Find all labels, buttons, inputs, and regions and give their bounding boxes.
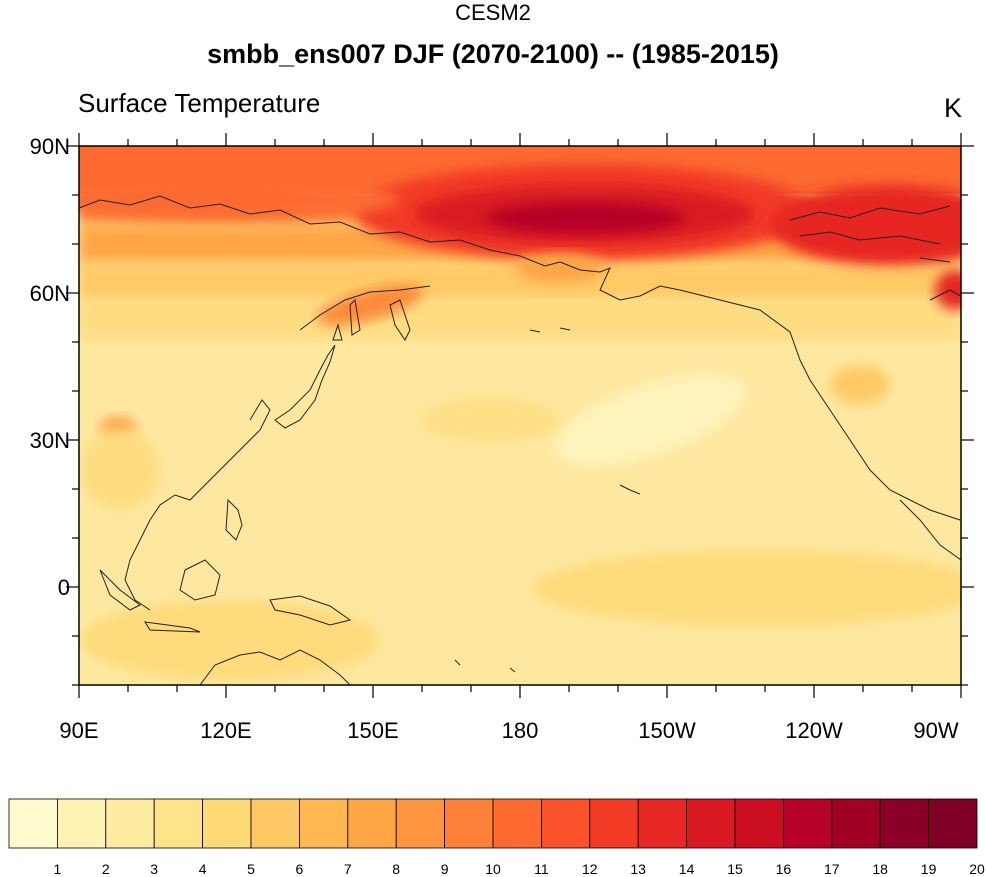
colorbar-box [541,798,591,849]
colorbar-label: 12 [582,861,598,877]
colorbar-box [831,798,881,849]
colorbar-label: 9 [440,861,449,877]
colorbar-label: 15 [727,861,743,877]
colorbar-box [444,798,494,849]
colorbar-box [8,798,58,849]
colorbar-box [105,798,155,849]
units-label: K [943,93,962,123]
main-title: smbb_ens007 DJF (2070-2100) -- (1985-201… [207,39,779,69]
lon-label-150w: 150W [638,718,696,743]
colorbar-label: 10 [485,861,501,877]
colorbar-label: 11 [534,861,549,877]
coastlines [79,195,961,685]
colorbar-box [492,798,542,849]
lon-label-120w: 120W [785,718,843,743]
colorbar-label: 4 [198,861,207,877]
colorbar-label: 7 [343,861,352,877]
lon-label-150e: 150E [347,718,399,743]
colorbar-box [395,798,446,849]
lat-label-90n: 90N [29,134,70,159]
temperature-field [79,146,961,685]
colorbar-box [202,798,252,849]
colorbar-label: 20 [969,861,985,877]
colorbar [8,798,978,849]
colorbar-label: 19 [920,861,937,877]
colorbar-box [928,798,978,849]
colorbar-box [347,798,397,849]
colorbar-box [153,798,203,849]
lat-label-0: 0 [57,575,70,600]
colorbar-box [298,798,349,849]
colorbar-label: 1 [53,861,62,877]
lon-label-120e: 120E [200,718,252,743]
colorbar-label: 3 [150,861,159,877]
colorbar-box [686,798,736,849]
lon-label-90w: 90W [913,718,959,743]
colorbar-box [879,798,930,849]
colorbar-box [637,798,688,849]
colorbar-box [57,798,107,849]
lat-label-30n: 30N [29,428,70,453]
colorbar-box [783,798,833,849]
lon-label-90e: 90E [59,718,99,743]
colorbar-label: 13 [630,861,646,877]
colorbar-label: 18 [872,861,888,877]
super-title: CESM2 [455,0,531,25]
colorbar-box [589,798,639,849]
colorbar-label: 8 [392,861,401,877]
colorbar-label: 17 [824,861,840,877]
colorbar-label: 5 [247,861,255,877]
lon-label-180: 180 [501,718,539,743]
colorbar-label: 14 [678,861,695,877]
colorbar-box [250,798,300,849]
lat-label-60n: 60N [29,281,70,306]
lon-ticks [78,133,962,698]
lat-ticks [66,145,974,686]
colorbar-box [734,798,784,849]
colorbar-label: 16 [775,861,792,877]
colorbar-label: 6 [295,861,304,877]
colorbar-label: 2 [101,861,110,877]
variable-title: Surface Temperature [78,88,321,118]
